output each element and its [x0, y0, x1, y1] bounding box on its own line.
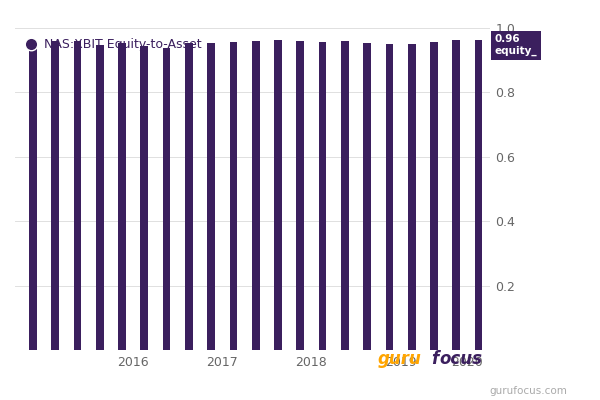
Bar: [207, 43, 215, 350]
Bar: [408, 44, 416, 350]
Text: 0.96
equity_: 0.96 equity_: [494, 34, 537, 56]
Text: gurufocus.com: gurufocus.com: [489, 386, 567, 396]
Bar: [74, 41, 82, 350]
Bar: [29, 40, 37, 350]
Bar: [475, 40, 482, 350]
Bar: [452, 40, 460, 350]
Bar: [386, 44, 394, 350]
Legend: NAS:XBIT Equity-to-Asset: NAS:XBIT Equity-to-Asset: [21, 34, 205, 55]
Bar: [252, 41, 260, 350]
Bar: [296, 41, 304, 350]
Text: f: f: [431, 350, 438, 368]
Bar: [274, 40, 282, 350]
Bar: [96, 45, 104, 350]
Bar: [140, 46, 148, 350]
Bar: [430, 42, 438, 350]
Bar: [51, 41, 59, 350]
Text: ocus: ocus: [439, 350, 482, 368]
Bar: [230, 42, 238, 350]
Bar: [319, 42, 326, 350]
Bar: [341, 41, 349, 350]
Bar: [118, 44, 126, 350]
Bar: [163, 48, 170, 350]
Text: guru: guru: [378, 350, 422, 368]
Bar: [363, 42, 371, 350]
Bar: [185, 44, 193, 350]
